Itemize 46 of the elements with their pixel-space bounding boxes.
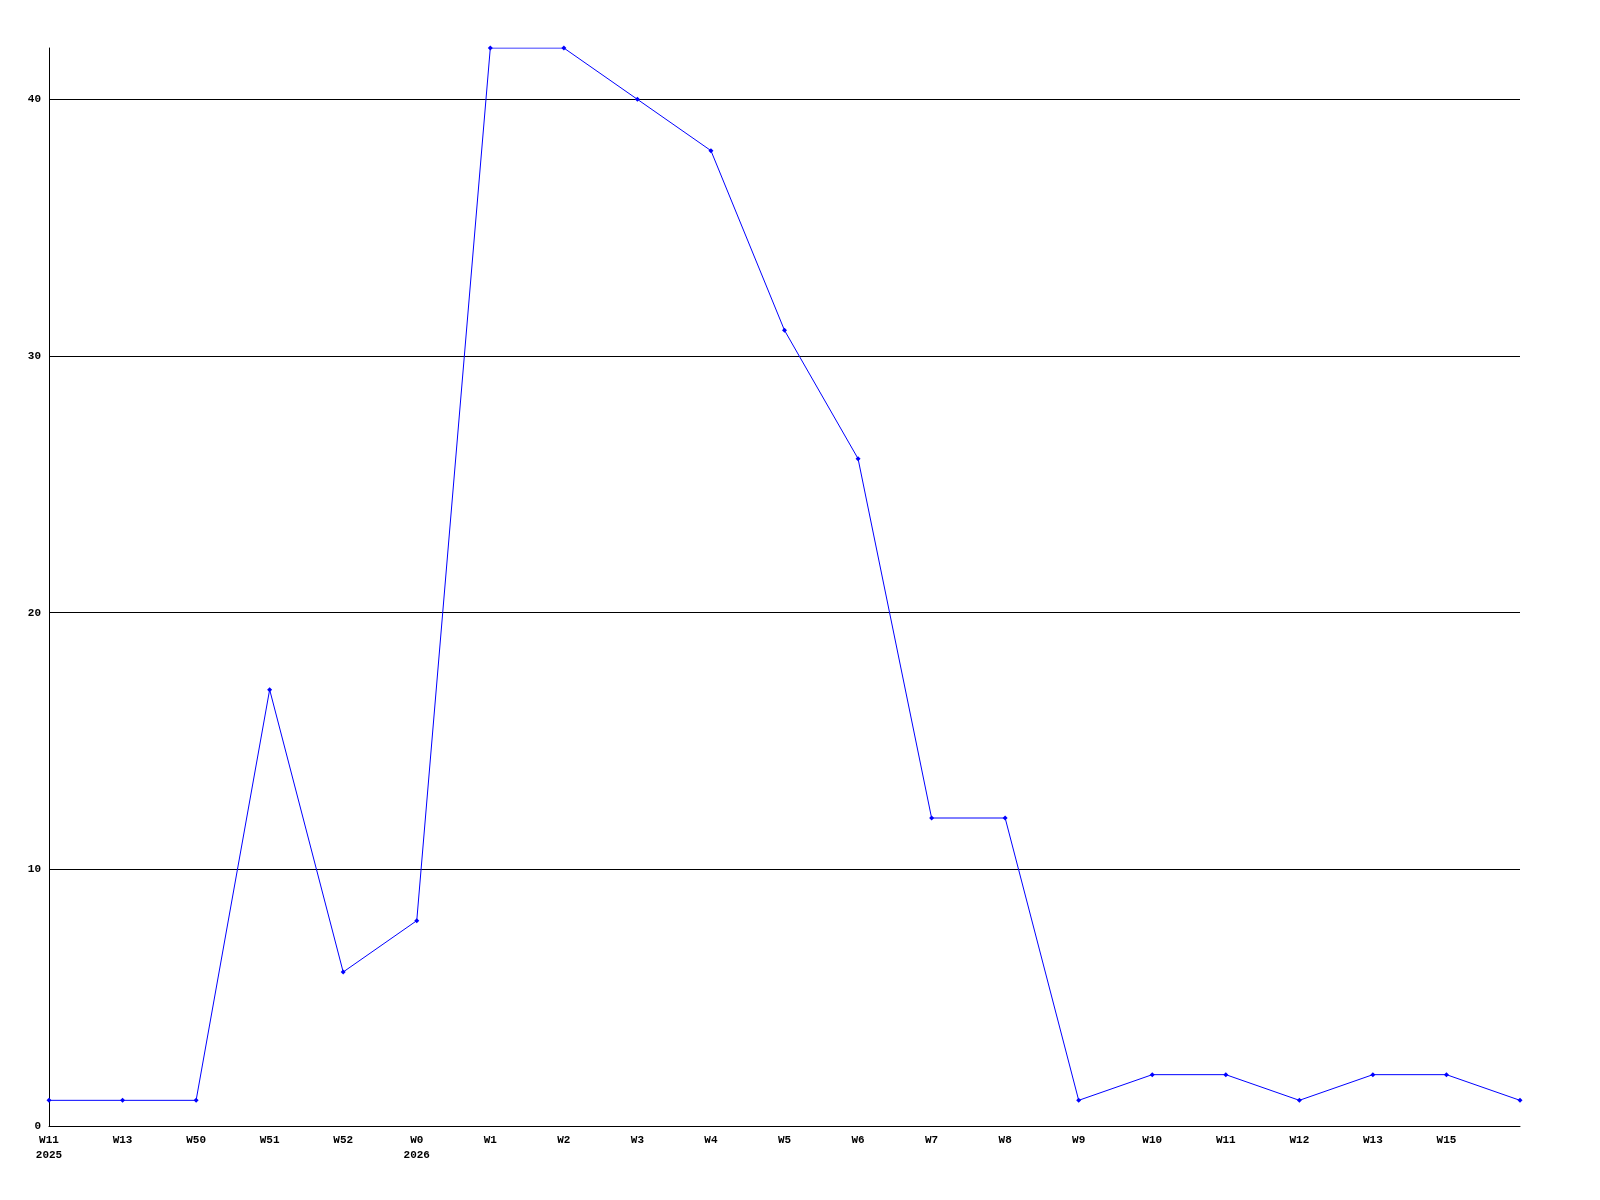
x-tick-label: W1 <box>483 1133 498 1146</box>
point <box>267 687 273 693</box>
point <box>1002 815 1008 821</box>
x-tick-label: W6 <box>851 1133 865 1146</box>
point <box>634 96 640 102</box>
y-tick-label: 0 <box>34 1120 41 1132</box>
point <box>708 148 714 154</box>
point <box>1517 1097 1523 1103</box>
x-tick-label: W9 <box>1072 1133 1086 1146</box>
x-tick-label: W13 <box>1362 1133 1384 1146</box>
point <box>340 969 346 975</box>
x-tick-label: W11 <box>1215 1133 1237 1146</box>
point <box>561 45 567 51</box>
y-tick-label: 30 <box>27 350 41 362</box>
x-tick-label: W12 <box>1289 1133 1310 1146</box>
x-tick-label: W8 <box>998 1133 1013 1146</box>
point <box>1296 1097 1302 1103</box>
point <box>855 456 861 462</box>
point <box>1370 1072 1376 1078</box>
y-tick-label: 20 <box>27 606 41 619</box>
x-tick-label: W15 <box>1436 1133 1457 1146</box>
x-tick-label: W13 <box>112 1133 133 1146</box>
point <box>1443 1072 1449 1078</box>
point <box>120 1097 126 1103</box>
point <box>1076 1097 1082 1103</box>
x-tick-label: W52 <box>333 1133 354 1146</box>
point <box>1223 1072 1229 1078</box>
point <box>414 918 420 924</box>
x-tick-label: W2 <box>557 1133 571 1146</box>
y-tick-label: 10 <box>27 863 41 876</box>
point <box>193 1097 199 1103</box>
x-tick-label: W4 <box>704 1133 718 1146</box>
point <box>487 45 493 51</box>
point <box>46 1097 52 1103</box>
x-tick-label: W50 <box>186 1133 207 1146</box>
point <box>782 327 787 333</box>
x-tick-label: W7 <box>925 1133 939 1146</box>
x-tick-label: W10 <box>1142 1133 1163 1146</box>
x-tick-label: W51 <box>259 1133 280 1146</box>
y-tick-label: 40 <box>27 93 41 106</box>
x-tick-label: W3 <box>630 1133 645 1146</box>
point <box>1149 1072 1155 1078</box>
x-tick-label: W5 <box>777 1133 792 1146</box>
point <box>929 815 935 821</box>
x-tick-label: W0 2026 <box>403 1133 430 1161</box>
x-tick-label: W11 2025 <box>35 1133 63 1161</box>
